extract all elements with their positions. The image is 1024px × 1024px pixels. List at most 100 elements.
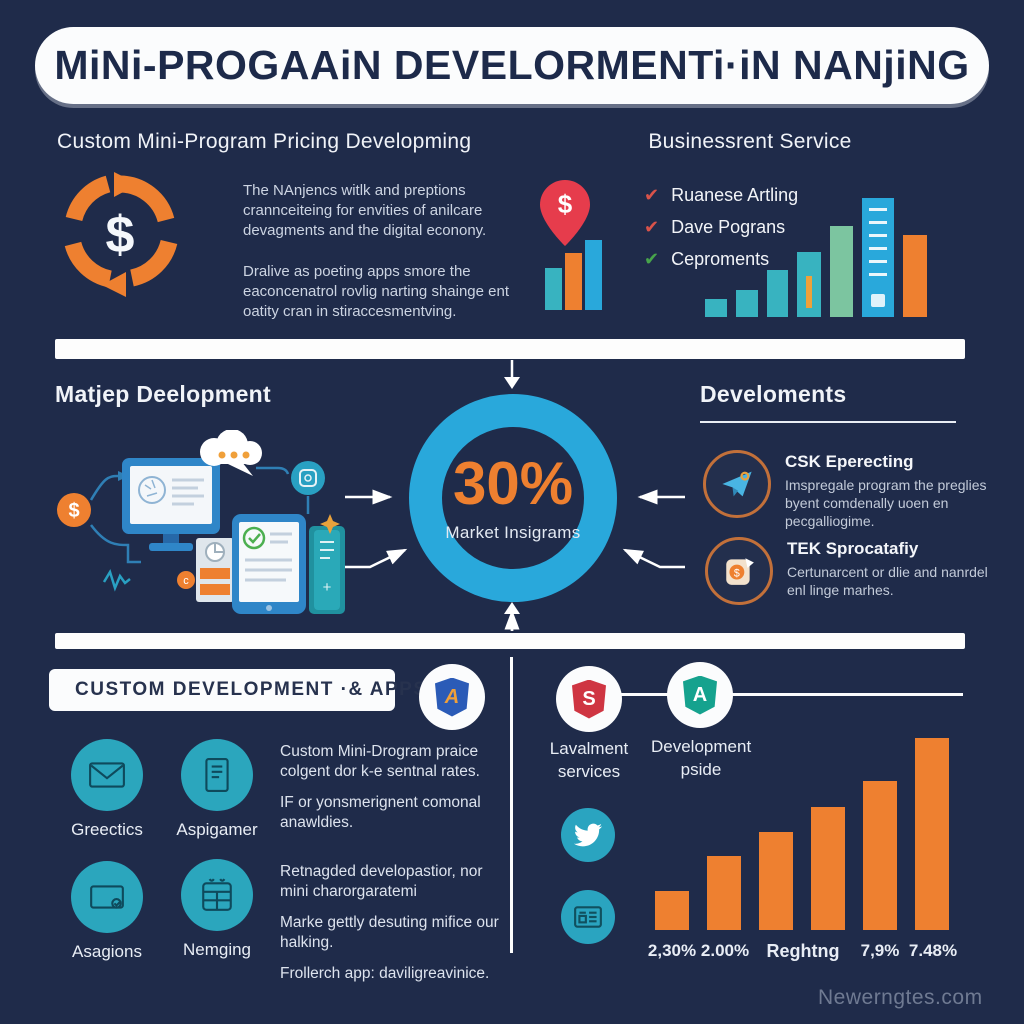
a-shield-badge: A	[667, 662, 733, 728]
tick-label: Reghtng	[766, 941, 840, 961]
twitter-icon	[561, 808, 615, 862]
chart-bar	[736, 290, 758, 317]
business-service-bar-chart	[705, 196, 927, 317]
chart-bar	[767, 270, 788, 317]
tick-label: 2,30%	[647, 941, 697, 960]
shield-letter: A	[692, 683, 708, 706]
business-section-heading: Businessrent Service	[648, 130, 852, 153]
feature-label: Greectics	[71, 820, 143, 839]
chart-bar	[655, 891, 689, 930]
paragraph: Custom Mini-Drogram praice colgent dor k…	[280, 743, 480, 781]
checklist-label: Ceproments	[671, 248, 770, 269]
badge-label: Lavalment services	[549, 739, 629, 781]
market-dev-heading: Matjep Deelopment	[55, 381, 271, 407]
development-item: CSK Eperecting Imspregale program the pr…	[703, 450, 997, 531]
pricing-section-heading: Custom Mini-Program Pricing Developming	[57, 130, 472, 153]
document-badge-icon: $	[705, 537, 773, 605]
donut-label: Market Insigrams	[445, 522, 581, 542]
development-item: $ TEK Sprocatafiy Certunarcent or dlie a…	[705, 537, 999, 605]
checkmark-icon: ✔	[644, 249, 660, 269]
chart-bar	[830, 226, 853, 317]
market-donut-text: 30% Market Insigrams	[409, 394, 617, 602]
paragraph: Retnagded developastior, nor mini charor…	[280, 862, 483, 900]
connector-line	[712, 693, 963, 696]
checklist-label: Ruanese Artling	[671, 184, 799, 205]
chart-bar	[797, 252, 821, 317]
developments-heading: Develoments	[700, 381, 847, 407]
svg-text:$: $	[558, 189, 573, 219]
title-banner: MiNi-PROGAAiN DEVELORMENTi·iN NANjiNG	[35, 27, 989, 104]
checkmark-icon: ✔	[644, 217, 660, 237]
growth-bar-chart	[655, 738, 949, 930]
paragraph: Marke gettly desuting mifice our halking…	[280, 913, 499, 951]
chart-bar	[863, 781, 897, 930]
paper-plane-icon	[703, 450, 771, 518]
custom-dev-banner-text: CUSTOM DEVELOPMENT ·& APPS	[75, 679, 428, 700]
feature-nemging: Nemging	[161, 859, 273, 960]
watermark: Newerngtes.com	[818, 986, 983, 1009]
service-checklist: ✔ Ruanese Artling ✔ Dave Pograns ✔ Cepro…	[644, 183, 798, 271]
feature-label: Asagions	[72, 942, 142, 961]
map-pin-dollar-icon: $	[540, 180, 590, 251]
dollar-cycle-icon: $	[58, 170, 182, 305]
chart-bar	[759, 832, 793, 930]
down-arrow-icon	[504, 360, 520, 389]
paragraph: IF or yonsmerignent comonal anawldies.	[280, 794, 481, 832]
feature-label: Nemging	[182, 940, 252, 959]
shield-icon: A	[435, 677, 469, 717]
svg-text:$: $	[68, 500, 79, 522]
document-icon	[181, 739, 253, 811]
devices-illustration: $	[46, 429, 361, 630]
wallet-card-icon	[71, 861, 143, 933]
donut-arrows	[345, 489, 685, 631]
checklist-item: ✔ Ruanese Artling	[644, 183, 798, 207]
feature-greectics: Greectics	[51, 739, 163, 840]
feature-label: Aspigamer	[176, 820, 258, 839]
chart-bar	[585, 240, 602, 310]
horizontal-divider	[55, 633, 965, 649]
page-title: MiNi-PROGAAiN DEVELORMENTi·iN NANjiNG	[54, 42, 970, 88]
custom-dev-banner: CUSTOM DEVELOPMENT ·& APPS	[49, 669, 426, 711]
badge-label: Development pside	[651, 737, 752, 779]
shield-letter: A	[444, 685, 460, 708]
tick-label: 7.48%	[908, 941, 958, 960]
app-shield-badge: A	[419, 664, 485, 730]
calendar-icon	[181, 859, 253, 931]
chart-bar	[811, 807, 845, 930]
horizontal-divider	[55, 339, 965, 359]
checklist-item: ✔ Ceproments	[644, 247, 798, 271]
tick-label: 2.00%	[700, 941, 750, 960]
feature-asagions: Asagions	[51, 861, 163, 962]
tick-label: 7,9%	[860, 941, 900, 960]
chart-bar	[903, 235, 927, 317]
newspaper-icon	[561, 890, 615, 944]
development-item-title: CSK Eperecting	[785, 452, 914, 471]
shield-icon: S	[572, 679, 606, 719]
pin-mini-bar-chart	[545, 238, 602, 310]
chart-bar	[705, 299, 727, 317]
donut-value: 30%	[452, 449, 574, 517]
chart-bar	[565, 253, 582, 310]
growth-chart-labels: 2,30% 2.00% Reghtng 7,9% 7.48%	[648, 941, 968, 965]
feature-aspigamer: Aspigamer	[161, 739, 273, 840]
heading-underline	[700, 421, 956, 423]
checkmark-icon: ✔	[644, 185, 660, 205]
envelope-icon	[71, 739, 143, 811]
pricing-paragraph-2: Dralive as poeting apps smore the eaconc…	[243, 263, 510, 320]
shield-icon: A	[683, 675, 717, 715]
svg-text:$: $	[734, 567, 740, 579]
up-arrow-icon	[504, 602, 520, 631]
chart-bar	[707, 856, 741, 930]
svg-text:c: c	[183, 575, 189, 587]
connector-line	[600, 693, 690, 696]
pricing-paragraph-1: The NAnjencs witlk and preptions crannce…	[243, 182, 487, 239]
svg-text:+: +	[323, 579, 332, 596]
checklist-label: Dave Pograns	[671, 216, 786, 237]
s-shield-badge: S	[556, 666, 622, 732]
paragraph: Frollerch app: daviligreavinice.	[280, 965, 490, 983]
chart-bar	[915, 738, 949, 930]
development-item-body: Imspregale program the preglies byent co…	[785, 477, 987, 530]
custom-dev-paragraphs: Custom Mini-Drogram praice colgent dor k…	[280, 742, 512, 995]
vertical-divider	[510, 657, 513, 953]
